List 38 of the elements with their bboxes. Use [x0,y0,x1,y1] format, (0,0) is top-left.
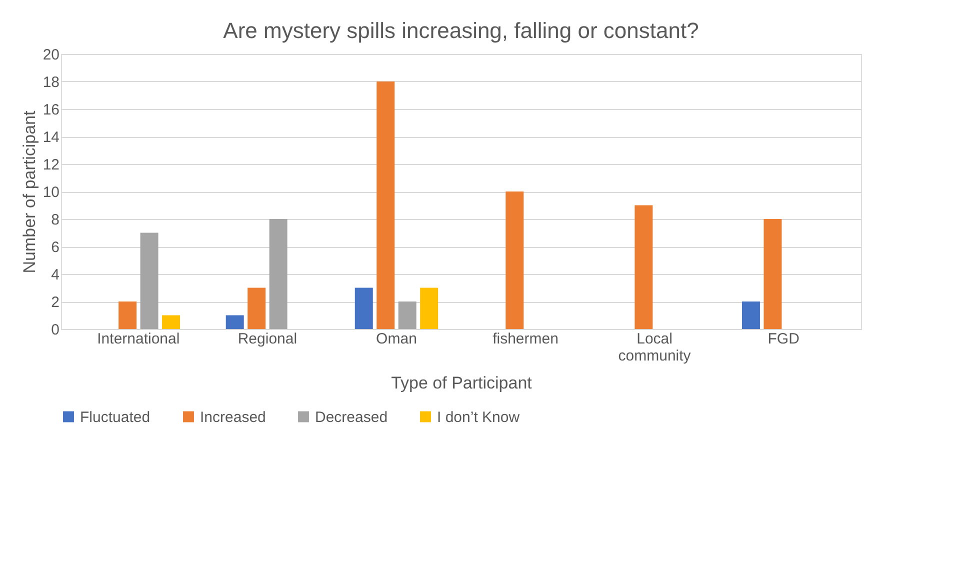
bar [764,219,782,329]
bar [376,82,395,329]
legend-label: Decreased [315,408,388,426]
y-tick-label: 2 [51,294,60,311]
bar [226,315,244,329]
bar [506,192,524,329]
x-tick-label: Regional [238,330,298,348]
bar [634,205,653,329]
y-tick-label: 12 [42,156,60,174]
bar [140,232,158,329]
chart-title: Are mystery spills increasing, falling or constant? [223,18,699,43]
y-tick-label: 10 [42,184,60,201]
bar [269,219,288,329]
legend-label: Increased [200,408,266,426]
bar [354,288,373,329]
x-tick-label: Oman [376,330,417,348]
y-tick-label: 0 [51,322,60,338]
y-tick-label: 6 [51,239,60,256]
y-tick-label: 8 [51,212,60,228]
bar [118,302,137,329]
bar [162,315,180,329]
bar [398,302,416,329]
x-tick-label: FGD [768,330,800,348]
x-tick-label: fishermen [492,330,558,348]
legend-label: I don’t Know [437,408,520,426]
y-tick-label: 14 [42,129,60,146]
x-tick-label: International [97,330,180,348]
y-tick-label: 16 [42,102,60,118]
y-axis-title: Number of participant [20,110,39,274]
x-axis-title: Type of Participant [391,374,532,392]
y-tick-label: 18 [42,74,60,91]
bar [742,302,760,329]
bar [248,288,266,329]
y-tick-label: 20 [42,46,60,64]
legend-label: Fluctuated [80,408,150,426]
y-tick-label: 4 [51,266,60,284]
bar [420,288,438,329]
x-tick-label: Local community [618,330,692,364]
